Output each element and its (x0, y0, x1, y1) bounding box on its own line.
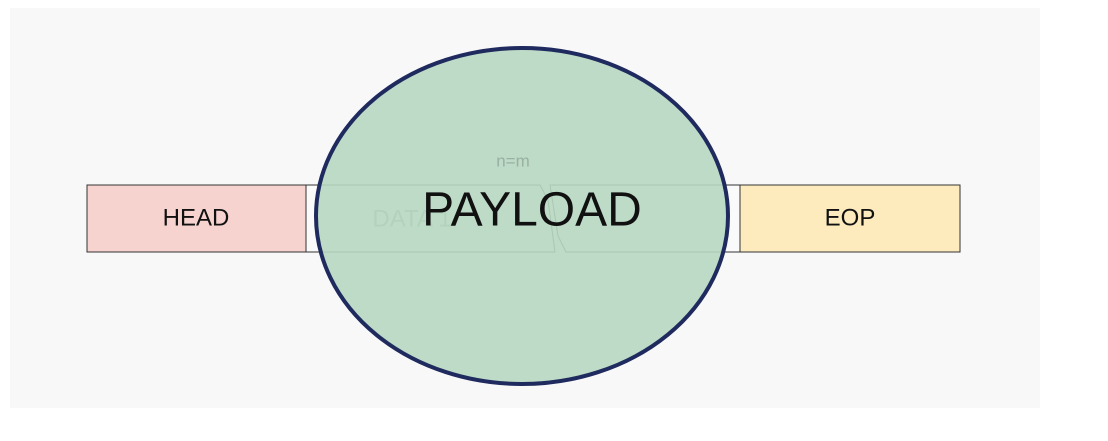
head-label: HEAD (163, 204, 230, 231)
eop-label: EOP (825, 204, 876, 231)
eop-block (739, 184, 961, 253)
payload-ellipse (314, 46, 730, 386)
annotation: n=m (496, 151, 530, 170)
payload-label: PAYLOAD (422, 184, 642, 237)
head-block (86, 184, 307, 253)
